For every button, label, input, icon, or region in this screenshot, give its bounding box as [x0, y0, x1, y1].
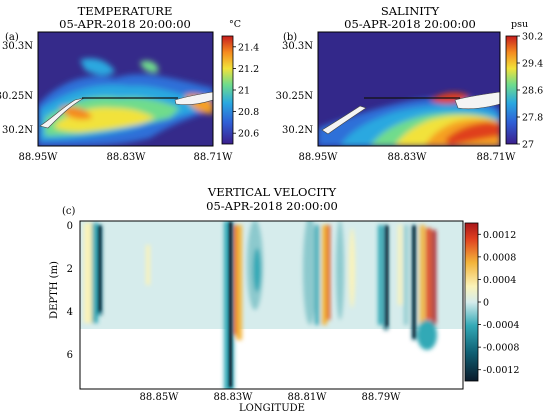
salinity-title: SALINITY: [381, 4, 440, 18]
panel-salinity: SALINITY 05-APR-2018 20:00:00 (b) 30.3N …: [276, 4, 544, 163]
colorbar-tick-label: 30.2: [522, 32, 543, 43]
temperature-colorbar: [221, 35, 234, 145]
temperature-x-tick: 88.83W: [107, 152, 147, 163]
colorbar-tick-label: 0.0008: [483, 252, 516, 263]
colorbar-tick-label: 27.8: [522, 113, 543, 124]
panel-vertical-velocity: VERTICAL VELOCITY 05-APR-2018 20:00:00 (…: [49, 185, 519, 414]
velocity-field: [80, 221, 463, 389]
colorbar-tick-label: 21.2: [238, 64, 259, 75]
temperature-panel-letter: (a): [5, 32, 19, 43]
temperature-subtitle: 05-APR-2018 20:00:00: [59, 17, 191, 31]
colorbar-tick-label: -0.0012: [483, 365, 519, 376]
salinity-y-tick: 30.2N: [282, 125, 313, 136]
colorbar-tick-label: -0.0004: [483, 320, 519, 331]
salinity-colorbar-ticks: 30.2 29.4 28.6 27.8 27: [517, 32, 543, 151]
temperature-x-tick: 88.95W: [19, 152, 59, 163]
colorbar-tick-label: 20.8: [238, 107, 259, 118]
velocity-colorbar: [464, 222, 479, 382]
velocity-y-tick: 2: [67, 264, 73, 275]
colorbar-tick-label: 20.6: [238, 129, 259, 140]
velocity-title: VERTICAL VELOCITY: [207, 185, 337, 199]
salinity-subtitle: 05-APR-2018 20:00:00: [344, 17, 476, 31]
salinity-x-tick: 88.95W: [299, 152, 339, 163]
salinity-unit: psu: [511, 19, 528, 30]
velocity-colorbar-ticks: 0.0012 0.0008 0.0004 0 -0.0004 -0.0008 -0.0012: [478, 230, 519, 376]
salinity-x-tick: 88.83W: [388, 152, 428, 163]
temperature-unit: °C: [229, 19, 241, 30]
salinity-panel-letter: (b): [283, 32, 297, 43]
colorbar-tick-label: 29.4: [522, 59, 543, 70]
colorbar-tick-label: 28.6: [522, 86, 543, 97]
temperature-y-tick: 30.2N: [2, 125, 33, 136]
temperature-field: [38, 32, 213, 146]
panel-temperature: TEMPERATURE 05-APR-2018 20:00:00 (a) 30.…: [0, 4, 259, 163]
colorbar-tick-label: 27: [522, 140, 534, 151]
velocity-x-axis-label: LONGITUDE: [239, 403, 305, 414]
temperature-y-tick: 30.25N: [0, 91, 33, 102]
velocity-y-tick: 4: [67, 307, 73, 318]
velocity-y-tick: 6: [67, 350, 73, 361]
velocity-panel-letter: (c): [62, 206, 76, 217]
salinity-x-tick: 88.71W: [477, 152, 517, 163]
temperature-colorbar-ticks: 21.4 21.2 21 20.8 20.6: [233, 42, 259, 140]
salinity-y-tick: 30.3N: [282, 41, 313, 52]
colorbar-tick-label: 0: [483, 298, 489, 309]
colorbar-tick-label: 21: [238, 86, 250, 97]
temperature-title: TEMPERATURE: [78, 4, 173, 18]
velocity-y-axis-label: DEPTH (m): [49, 261, 60, 319]
colorbar-tick-label: 0.0012: [483, 230, 516, 241]
velocity-x-tick: 88.79W: [362, 392, 402, 403]
velocity-x-tick: 88.81W: [288, 392, 328, 403]
colorbar-tick-label: -0.0008: [483, 343, 519, 354]
colorbar-tick-label: 0.0004: [483, 275, 516, 286]
temperature-y-tick: 30.3N: [2, 41, 33, 52]
salinity-y-tick: 30.25N: [276, 91, 314, 102]
velocity-x-tick: 88.85W: [140, 392, 180, 403]
colorbar-tick-label: 21.4: [238, 42, 259, 53]
velocity-subtitle: 05-APR-2018 20:00:00: [206, 199, 338, 213]
salinity-colorbar: [505, 35, 518, 145]
velocity-x-tick: 88.83W: [214, 392, 254, 403]
temperature-x-tick: 88.71W: [194, 152, 234, 163]
velocity-y-tick: 0: [67, 221, 73, 232]
salinity-field: [318, 32, 500, 146]
